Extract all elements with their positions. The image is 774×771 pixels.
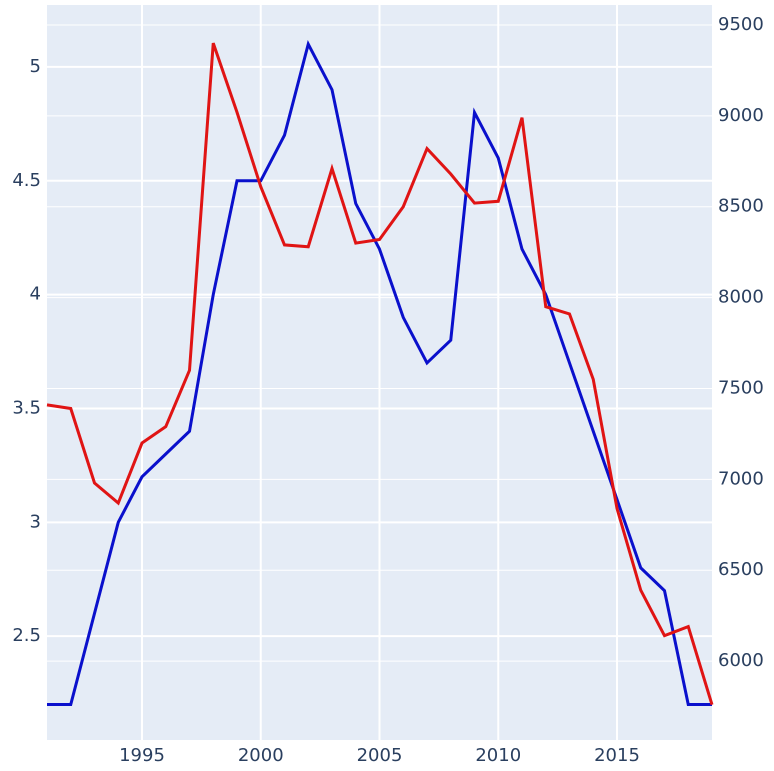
y2-tick-label: 7000 bbox=[718, 468, 764, 489]
y2-tick-label: 6000 bbox=[718, 650, 764, 671]
y-tick-label: 4 bbox=[30, 284, 41, 305]
y2-tick-label: 9000 bbox=[718, 105, 764, 126]
y2-tick-label: 6500 bbox=[718, 559, 764, 580]
x-tick-label: 2005 bbox=[357, 745, 403, 766]
x-tick-label: 2010 bbox=[475, 745, 521, 766]
y2-tick-label: 8500 bbox=[718, 196, 764, 217]
y-tick-label: 5 bbox=[30, 56, 41, 77]
x-tick-label: 1995 bbox=[119, 745, 165, 766]
y2-tick-label: 7500 bbox=[718, 377, 764, 398]
y2-tick-label: 9500 bbox=[718, 14, 764, 35]
y-tick-label: 2.5 bbox=[12, 625, 41, 646]
x-tick-label: 2015 bbox=[594, 745, 640, 766]
y-tick-label: 4.5 bbox=[12, 170, 41, 191]
x-tick-label: 2000 bbox=[238, 745, 284, 766]
line-series bbox=[46, 42, 714, 706]
y-tick-label: 3.5 bbox=[12, 397, 41, 418]
y-tick-label: 3 bbox=[30, 511, 41, 532]
line-series bbox=[47, 40, 712, 706]
y2-tick-label: 8000 bbox=[718, 287, 764, 308]
